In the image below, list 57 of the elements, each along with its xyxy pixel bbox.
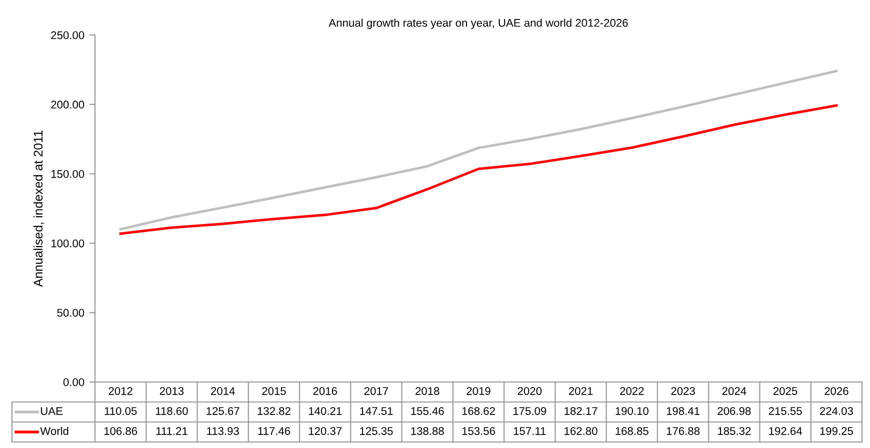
x-tick-label: 2018	[416, 387, 440, 395]
data-label: 162.80	[564, 427, 598, 435]
data-label: 168.62	[462, 407, 495, 415]
data-label: 140.21	[308, 407, 342, 415]
data-label: 120.37	[308, 427, 342, 435]
x-tick-label: 2023	[671, 387, 695, 395]
x-tick-label: 2025	[774, 387, 798, 395]
y-tick-label: 250.00	[51, 31, 84, 40]
data-label: 224.03	[820, 407, 853, 415]
x-tick-label: 2016	[313, 387, 337, 395]
data-label: 175.09	[513, 407, 546, 415]
data-label: 190.10	[616, 407, 648, 415]
data-label: 125.67	[206, 407, 240, 415]
data-label: 185.32	[718, 427, 751, 435]
data-label: 215.55	[768, 407, 802, 415]
line-series	[119, 104, 838, 235]
y-axis-title: Annualised, indexed at 2011	[33, 130, 44, 287]
data-label: 182.17	[564, 407, 598, 415]
legend-label: World	[40, 426, 68, 435]
data-label: 199.25	[820, 427, 853, 435]
data-label: 153.56	[462, 427, 496, 435]
x-tick-label: 2014	[211, 387, 235, 395]
data-label: 110.05	[104, 407, 137, 415]
data-label: 132.82	[258, 407, 290, 415]
y-tick-label: 150.00	[51, 170, 84, 178]
data-label: 117.46	[258, 427, 290, 435]
y-tick-label: 0.00	[63, 378, 84, 386]
x-tick-label: 2020	[518, 387, 542, 395]
x-tick-label: 2013	[160, 387, 184, 395]
y-tick-label: 200.00	[51, 100, 84, 109]
y-tick-label: 50.00	[57, 308, 84, 317]
data-label: 125.35	[360, 427, 393, 435]
x-tick-label: 2012	[108, 387, 132, 395]
x-tick-label: 2024	[722, 387, 746, 395]
data-label: 206.98	[718, 407, 751, 415]
x-tick-label: 2026	[824, 387, 848, 395]
data-label: 198.41	[666, 407, 700, 415]
x-tick-label: 2015	[262, 387, 286, 395]
data-label: 176.88	[666, 427, 700, 435]
legend-label: UAE	[40, 407, 62, 415]
data-label: 106.86	[104, 427, 138, 435]
data-label: 147.51	[360, 407, 393, 415]
data-label: 113.93	[207, 427, 239, 435]
data-label: 168.85	[616, 427, 648, 435]
line-series	[119, 70, 838, 230]
data-label: 155.46	[411, 407, 444, 415]
data-label: 192.64	[769, 427, 802, 435]
x-tick-label: 2022	[620, 387, 644, 395]
x-tick-label: 2021	[568, 387, 593, 395]
data-label: 111.21	[156, 427, 188, 435]
data-label: 157.11	[514, 427, 546, 435]
y-tick-label: 100.00	[51, 239, 84, 248]
x-tick-label: 2017	[364, 387, 388, 395]
x-tick-label: 2019	[466, 387, 490, 395]
data-label: 138.88	[411, 427, 444, 435]
data-label: 118.60	[156, 407, 188, 415]
chart-title: Annual growth rates year on year, UAE and world 2012-2026	[328, 18, 628, 29]
